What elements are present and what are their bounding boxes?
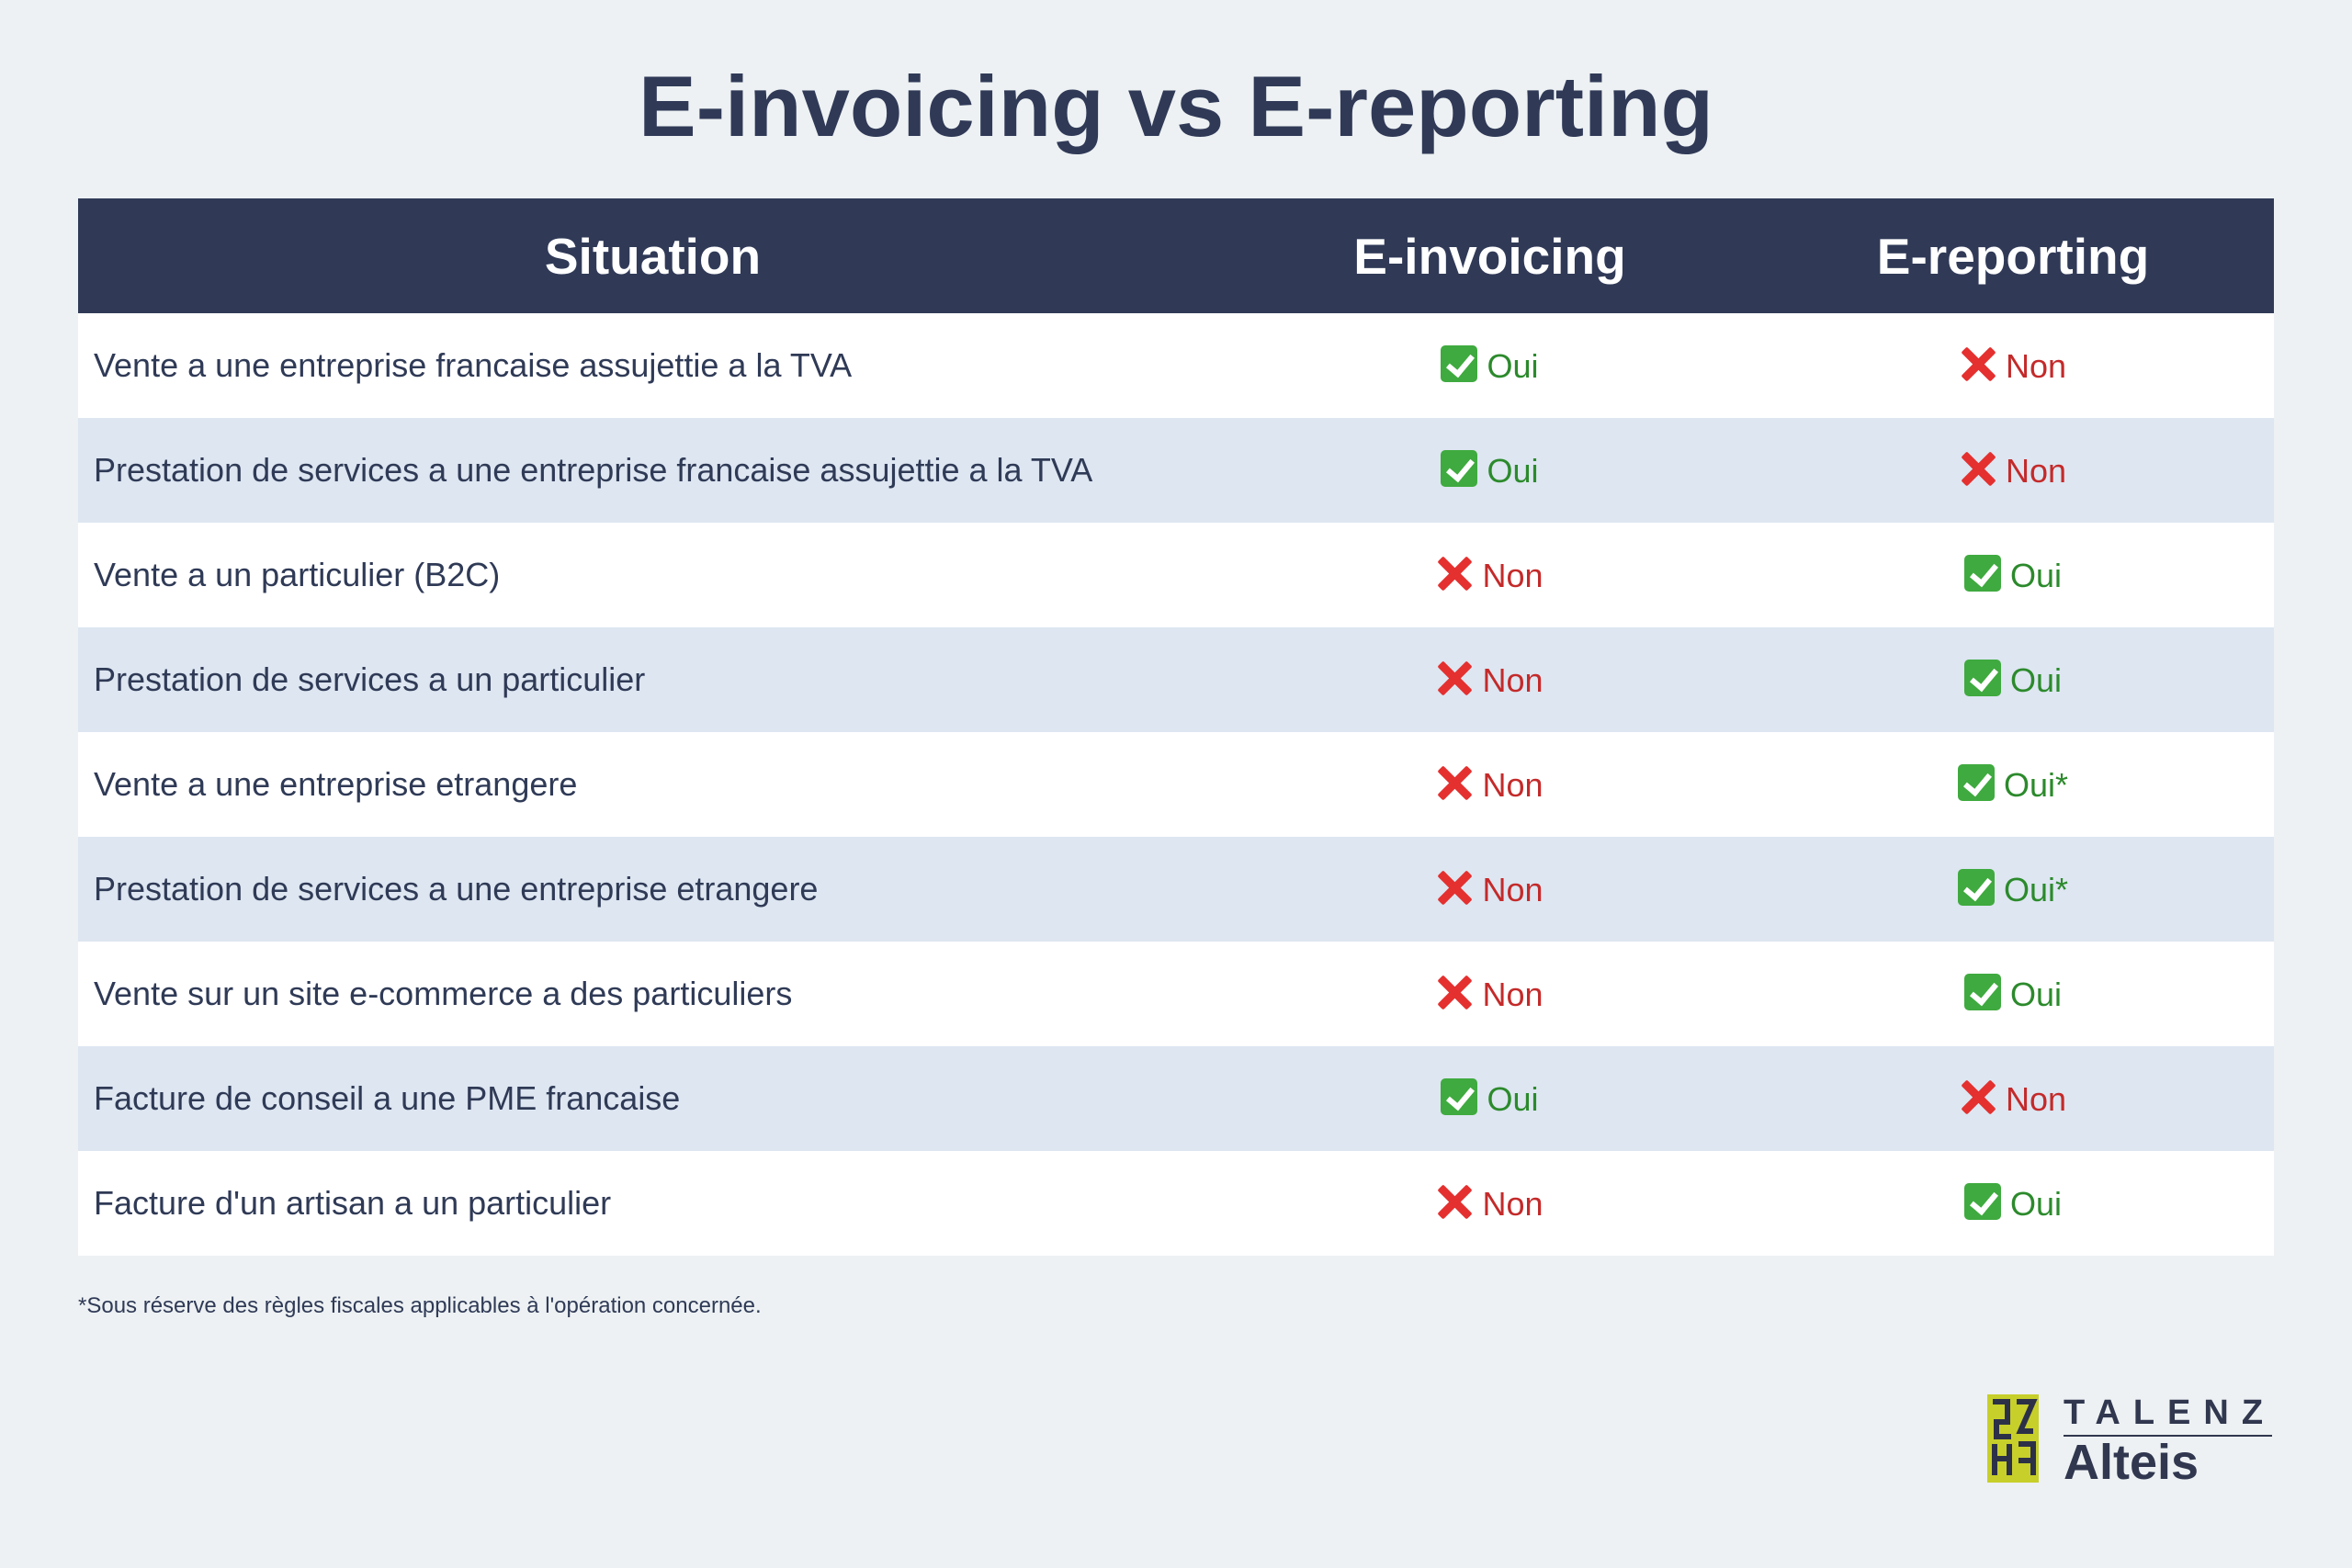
- check-mark-icon: [1963, 660, 2001, 697]
- check-mark-icon: [1441, 450, 1478, 488]
- e-invoicing-cell: Non: [1227, 627, 1752, 732]
- check-mark-icon: [1957, 764, 1995, 802]
- e-reporting-cell: Oui: [1752, 942, 2274, 1046]
- e-invoicing-cell: Oui: [1227, 418, 1752, 523]
- situation-cell: Vente a un particulier (B2C): [94, 556, 501, 593]
- e-invoicing-cell: Non: [1227, 732, 1752, 837]
- status-label: Non: [2005, 452, 2067, 491]
- table-row: Facture d'un artisan a un particulier Non…: [78, 1151, 2274, 1256]
- e-invoicing-cell: Non: [1227, 942, 1752, 1046]
- e-invoicing-cell: Oui: [1227, 1046, 1752, 1151]
- table-row: Vente sur un site e-commerce a des parti…: [78, 942, 2274, 1046]
- status-label: Non: [1482, 976, 1544, 1014]
- status-label: Oui*: [2003, 871, 2069, 909]
- status-label: Non: [1482, 871, 1544, 909]
- situation-cell: Prestation de services a une entreprise …: [94, 870, 819, 908]
- cross-mark-icon: [1436, 660, 1473, 696]
- table-row: Prestation de services a une entreprise …: [78, 418, 2274, 523]
- table-row: Prestation de services a une entreprise …: [78, 837, 2274, 942]
- footnote: *Sous réserve des règles fiscales applic…: [78, 1293, 762, 1318]
- check-mark-icon: [1963, 555, 2001, 592]
- e-invoicing-cell: Non: [1227, 1151, 1752, 1256]
- logo-talenz-text: TALENZ: [2064, 1393, 2277, 1432]
- logo-mark-icon: [1987, 1394, 2039, 1483]
- situation-cell: Facture d'un artisan a un particulier: [94, 1184, 612, 1222]
- e-invoicing-cell: Oui: [1227, 313, 1752, 418]
- cross-mark-icon: [1436, 764, 1473, 801]
- table-header-row: Situation E-invoicing E-reporting: [78, 198, 2274, 313]
- cross-mark-icon: [1436, 869, 1473, 906]
- header-e-reporting: E-reporting: [1876, 227, 2150, 285]
- e-reporting-cell: Oui: [1752, 1151, 2274, 1256]
- cross-mark-icon: [1960, 1078, 1996, 1115]
- situation-cell: Prestation de services a un particulier: [94, 660, 646, 698]
- status-label: Non: [2005, 1080, 2067, 1119]
- talenz-alteis-logo: TALENZ Alteis: [1987, 1393, 2272, 1490]
- situation-cell: Facture de conseil a une PME francaise: [94, 1079, 681, 1117]
- status-label: Non: [1482, 661, 1544, 700]
- table-row: Prestation de services a un particulier N…: [78, 627, 2274, 732]
- header-situation: Situation: [544, 227, 762, 285]
- situation-cell: Vente a une entreprise francaise assujet…: [94, 346, 853, 384]
- status-label: Oui: [1487, 452, 1539, 491]
- table-row: Facture de conseil a une PME francaise Ou…: [78, 1046, 2274, 1151]
- check-mark-icon: [1963, 974, 2001, 1011]
- cross-mark-icon: [1960, 450, 1996, 487]
- check-mark-icon: [1441, 1078, 1478, 1116]
- situation-cell: Vente a une entreprise etrangere: [94, 765, 578, 803]
- status-label: Non: [2005, 347, 2067, 386]
- comparison-table: Situation E-invoicing E-reporting Vente …: [78, 198, 2274, 1256]
- status-label: Oui: [2009, 1185, 2063, 1224]
- e-reporting-cell: Non: [1752, 418, 2274, 523]
- header-e-invoicing: E-invoicing: [1353, 227, 1626, 285]
- cross-mark-icon: [1436, 1183, 1473, 1220]
- e-reporting-cell: Non: [1752, 313, 2274, 418]
- page-title: E-invoicing vs E-reporting: [639, 58, 1713, 154]
- e-reporting-cell: Oui*: [1752, 837, 2274, 942]
- check-mark-icon: [1963, 1183, 2001, 1221]
- status-label: Oui: [2009, 661, 2063, 700]
- logo-alteis-text: Alteis: [2064, 1435, 2199, 1490]
- e-reporting-cell: Non: [1752, 1046, 2274, 1151]
- status-label: Oui: [2009, 976, 2063, 1014]
- situation-cell: Vente sur un site e-commerce a des parti…: [94, 975, 793, 1012]
- e-reporting-cell: Oui*: [1752, 732, 2274, 837]
- check-mark-icon: [1957, 869, 1995, 907]
- e-invoicing-cell: Non: [1227, 523, 1752, 627]
- cross-mark-icon: [1960, 345, 1996, 382]
- table-row: Vente a une entreprise etrangere Non Oui*: [78, 732, 2274, 837]
- cross-mark-icon: [1436, 555, 1473, 592]
- status-label: Non: [1482, 766, 1544, 805]
- status-label: Oui: [2009, 557, 2063, 595]
- cross-mark-icon: [1436, 974, 1473, 1010]
- status-label: Oui: [1487, 347, 1539, 386]
- check-mark-icon: [1441, 345, 1478, 383]
- status-label: Oui: [1487, 1080, 1539, 1119]
- table-row: Vente a un particulier (B2C) Non Oui: [78, 523, 2274, 627]
- e-reporting-cell: Oui: [1752, 627, 2274, 732]
- e-invoicing-cell: Non: [1227, 837, 1752, 942]
- table-row: Vente a une entreprise francaise assujet…: [78, 313, 2274, 418]
- status-label: Non: [1482, 557, 1544, 595]
- status-label: Oui*: [2003, 766, 2069, 805]
- status-label: Non: [1482, 1185, 1544, 1224]
- situation-cell: Prestation de services a une entreprise …: [94, 451, 1093, 489]
- table-body: Vente a une entreprise francaise assujet…: [78, 313, 2274, 1256]
- e-reporting-cell: Oui: [1752, 523, 2274, 627]
- logo-divider: [2064, 1435, 2272, 1437]
